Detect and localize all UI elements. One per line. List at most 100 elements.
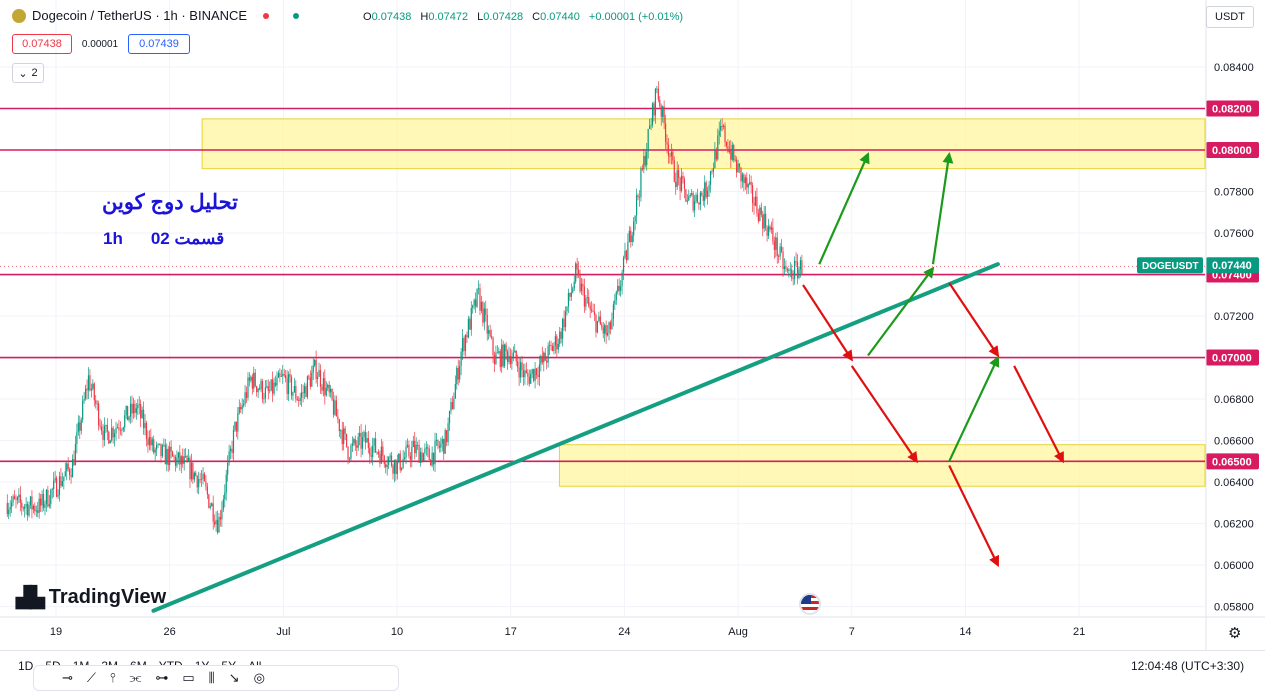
price-axis[interactable]: 0.08400 0.07800 0.07600 0.07200 0.06800 0.066… <box>1137 0 1265 617</box>
candle-body-532 <box>778 256 780 257</box>
rectangle-tool-icon[interactable]: ▭ <box>182 670 195 685</box>
candle-body-22 <box>38 498 40 513</box>
candle-body-515 <box>753 203 755 206</box>
candle-body-232 <box>343 428 345 445</box>
candle-body-333 <box>489 330 491 337</box>
candle-body-26 <box>44 504 46 508</box>
indicators-toggle[interactable]: ⌄ 2 <box>12 63 44 83</box>
candle-body-332 <box>488 330 490 334</box>
candle-body-160 <box>238 407 240 413</box>
candle-body-396 <box>580 283 583 292</box>
candle-body-410 <box>601 324 603 328</box>
candle-body-518 <box>757 213 759 222</box>
candle-body-304 <box>447 423 449 443</box>
trendline-tool-icon[interactable]: ⟋ <box>86 670 97 685</box>
cycle-tool-icon[interactable]: ◎ <box>253 670 265 685</box>
candle-body-281 <box>414 440 416 454</box>
candle-body-493 <box>721 125 723 127</box>
ohlc-close-key: C <box>532 11 541 23</box>
candle-body-468 <box>685 189 687 202</box>
candle-body-300 <box>441 438 443 444</box>
candle-body-233 <box>344 428 346 434</box>
candle-body-273 <box>402 459 404 468</box>
candle-body-140 <box>209 506 211 508</box>
candle-body-383 <box>562 318 564 339</box>
candle-body-279 <box>411 447 413 460</box>
candle-body-81 <box>124 415 126 428</box>
candle-body-276 <box>406 444 409 447</box>
hline-tool-icon[interactable]: ⊸ <box>62 670 73 685</box>
symbol-title[interactable]: Dogecoin / TetherUS · 1h · BINANCE <box>32 8 248 23</box>
candle-body-386 <box>566 306 568 312</box>
candle-body-234 <box>345 433 348 447</box>
candle-body-104 <box>157 444 159 445</box>
candle-body-208 <box>308 376 310 378</box>
candle-body-424 <box>621 272 623 287</box>
fib-tool-icon[interactable]: ⫼ <box>208 670 215 685</box>
analysis-part: قسمت 02 <box>150 229 225 248</box>
candle-body-423 <box>620 286 622 291</box>
candle-body-205 <box>303 386 306 394</box>
candle-body-177 <box>263 398 265 400</box>
candle-body-522 <box>763 213 765 229</box>
candle-body-302 <box>444 430 446 454</box>
candle-body-55 <box>86 388 88 391</box>
projection-arrows <box>802 151 1064 568</box>
candle-body-150 <box>224 492 226 500</box>
candle-body-166 <box>247 377 249 398</box>
vline-tool-icon[interactable]: ⫯ <box>110 670 116 685</box>
gear-icon[interactable]: ⚙ <box>1228 625 1242 642</box>
symbol-header[interactable]: Dogecoin / TetherUS · 1h · BINANCE <box>12 8 300 23</box>
candle-body-271 <box>399 453 401 470</box>
candle-body-380 <box>557 343 559 350</box>
path-tool-icon[interactable]: ↘ <box>228 670 240 685</box>
range-tool-icon[interactable]: ⊶ <box>155 670 169 685</box>
candle-body-366 <box>537 375 539 378</box>
candle-body-288 <box>424 448 426 454</box>
candle-body-313 <box>460 351 462 367</box>
time-axis[interactable]: 19 26 Jul 10 17 24 Aug 7 14 21 <box>0 0 1265 650</box>
candle-body-426 <box>624 250 626 258</box>
candle-body-143 <box>214 521 216 525</box>
candle-body-76 <box>116 427 119 429</box>
candle-body-492 <box>720 125 722 131</box>
candle-body-164 <box>244 392 246 405</box>
y-tick-label-8: 0.06000 <box>1214 560 1254 572</box>
market-status-green-icon <box>293 12 300 19</box>
y-tick-label-9: 0.05800 <box>1214 602 1254 614</box>
trendline[interactable] <box>151 262 1000 613</box>
channel-tool-icon[interactable]: ⫘ <box>129 670 142 685</box>
candle-body-494 <box>722 125 725 127</box>
candle-body-439 <box>643 155 645 170</box>
candle-body-69 <box>106 424 108 432</box>
ascending-trendline <box>151 262 1000 613</box>
candle-body-488 <box>714 149 716 169</box>
candle-body-148 <box>221 509 223 520</box>
candle-body-73 <box>112 427 114 438</box>
candle-body-487 <box>712 168 715 172</box>
projection-arrow-7 <box>948 465 999 568</box>
candle-body-108 <box>163 444 165 446</box>
sell-price-button[interactable]: 0.07438 <box>12 34 72 54</box>
candle-body-204 <box>302 392 304 394</box>
range-1d[interactable]: 1D <box>18 659 34 673</box>
candle-body-175 <box>260 380 262 390</box>
candle-body-453 <box>663 106 665 124</box>
candle-body-511 <box>747 183 749 188</box>
candle-body-523 <box>765 213 767 228</box>
candle-body-334 <box>490 336 493 338</box>
candle-body-385 <box>564 311 567 328</box>
candle-body-389 <box>570 292 572 297</box>
buy-price-button[interactable]: 0.07439 <box>128 34 190 54</box>
candle-body-196 <box>290 376 293 396</box>
candle-body-187 <box>277 373 280 378</box>
currency-selector[interactable]: USDT <box>1206 6 1254 28</box>
tradingview-logo[interactable]: ▟▙ TradingView <box>16 585 166 610</box>
candle-body-521 <box>762 214 764 229</box>
candle-body-376 <box>551 345 554 351</box>
candle-body-318 <box>467 319 469 338</box>
us-flag-event-icon[interactable] <box>799 593 821 615</box>
candle-body-377 <box>553 345 555 351</box>
candle-body-356 <box>522 369 525 378</box>
candle-body-173 <box>257 388 259 393</box>
